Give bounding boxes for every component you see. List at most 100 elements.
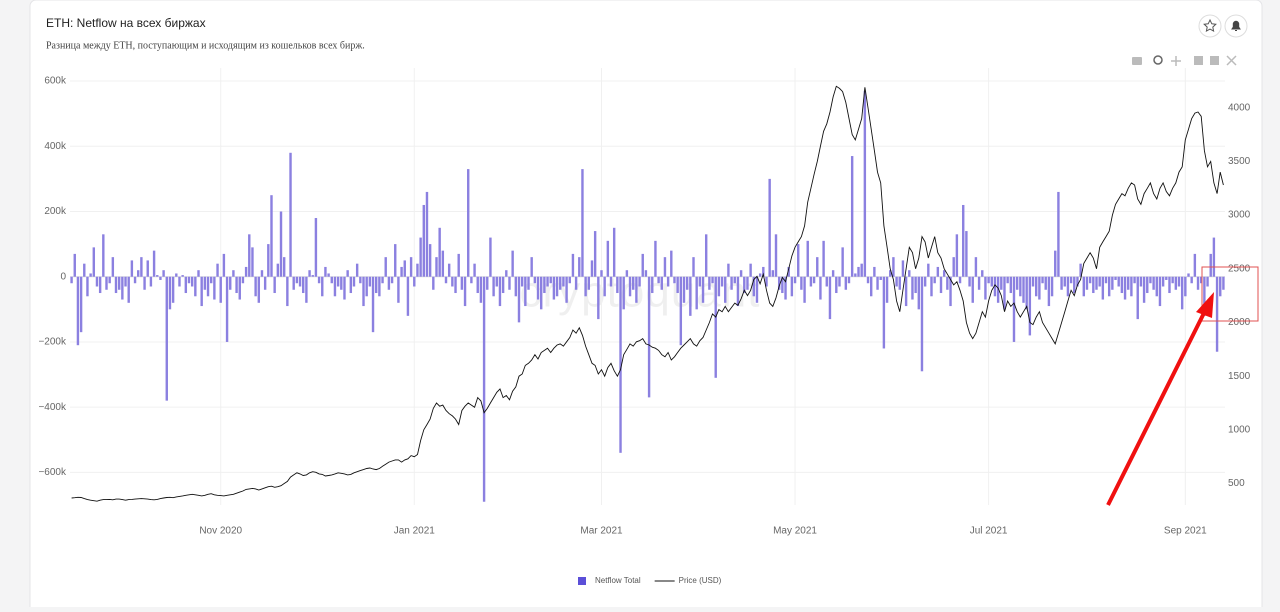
bar [1209,253,1212,277]
bar [1123,276,1127,300]
card [29,0,1263,612]
bar [917,276,921,310]
bar [1066,276,1070,297]
bar [654,240,657,277]
bar [1196,276,1200,290]
bar [695,276,698,310]
bar [92,247,96,277]
bar [438,227,441,277]
bar [1165,276,1168,280]
bar [622,276,625,310]
bar [850,156,854,277]
bar [308,270,311,277]
bar [257,276,261,303]
bar [727,263,730,277]
bar [914,276,917,294]
bar [1117,276,1120,287]
bar [359,276,362,284]
bar [1009,276,1013,294]
y2-tick-label: 3000 [1228,210,1251,221]
camera-button[interactable] [1132,57,1142,65]
bar [559,276,562,290]
bar [520,276,524,287]
bar [885,276,889,303]
bar [752,276,756,297]
bar [473,263,476,277]
bar [1130,276,1133,297]
bar [854,273,857,277]
bar [1028,276,1032,336]
bar [632,276,635,290]
y-tick-label: −200k [38,337,67,348]
bar [397,276,400,303]
bar [1203,276,1206,316]
bar [178,276,181,287]
bar [546,276,549,287]
bar [1034,276,1038,297]
bar [79,276,83,333]
bar [336,276,340,287]
bar [479,276,483,303]
bar [949,276,952,307]
bar [200,276,203,307]
bar [229,276,232,290]
bar [346,270,349,277]
bar [571,253,575,277]
bar [365,276,368,297]
bar [505,270,508,277]
bar [73,253,76,277]
bar [838,276,841,287]
zoom-in-button[interactable] [1194,56,1203,65]
toolbar [1132,55,1237,66]
bar [933,276,936,284]
bar [1107,276,1111,297]
favorite-button[interactable] [1198,14,1222,38]
bar [790,276,794,297]
zoom-out-button[interactable] [1210,56,1219,65]
y2-tick-label: 1500 [1228,371,1251,382]
bar [927,263,930,277]
reset-button[interactable] [1226,55,1237,66]
bar [644,270,648,277]
y2-tick-label: 2000 [1228,317,1251,328]
bar [1000,276,1003,290]
bar [606,240,610,277]
bar [1133,276,1136,284]
bar [470,276,473,284]
pan-button[interactable] [1171,56,1181,66]
bar [321,276,324,297]
bar [1031,276,1035,287]
bar [260,270,264,277]
bar [552,276,556,300]
bar [467,169,470,277]
bar [1047,276,1051,307]
bar [133,276,137,284]
bar [720,276,724,287]
bar [816,257,819,277]
bar [400,266,403,277]
bar [184,276,188,294]
zoom-button[interactable] [1153,55,1163,65]
bar [1174,276,1178,290]
bar [797,244,800,277]
bar [508,276,511,290]
bar [889,270,892,277]
bar [1180,276,1184,310]
bar [1193,253,1197,277]
bar [327,273,330,277]
bar [1085,276,1089,290]
bar [498,276,502,307]
bar [1095,276,1098,290]
bar [114,276,118,294]
bar [692,257,695,277]
star-icon [1203,18,1217,33]
bar [981,270,984,277]
bar [1063,276,1066,287]
bar [930,276,933,297]
bar [146,260,149,277]
bar [444,276,448,284]
bar [946,276,949,290]
bar [724,276,727,303]
bar [70,276,73,284]
bar [942,270,946,277]
